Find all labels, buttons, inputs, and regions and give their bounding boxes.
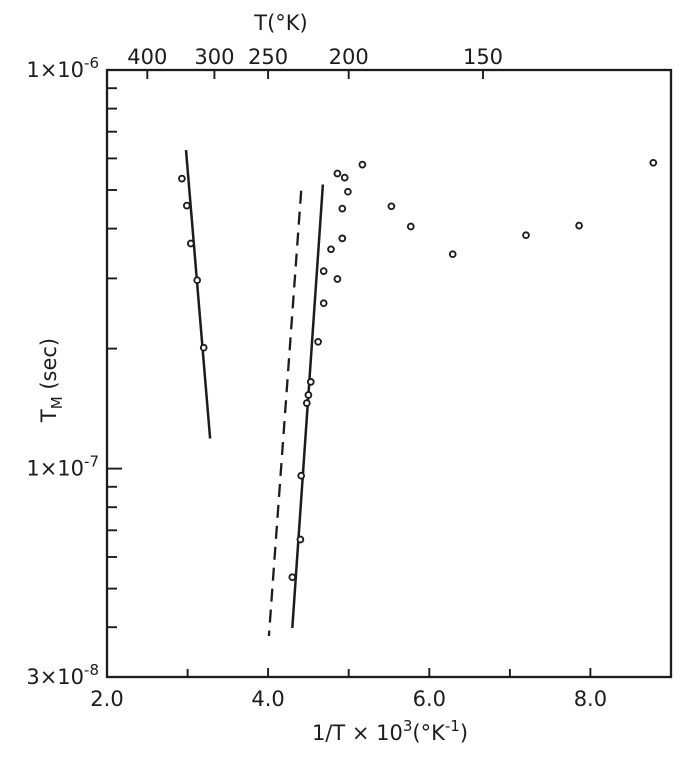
data-point [327,245,335,254]
data-point [296,535,305,544]
top-axis-tick-label: 250 [248,45,288,69]
y-axis-title: TM (sec) [37,338,66,423]
data-point [649,158,658,167]
data-point [193,276,202,285]
data-point [182,201,191,210]
data-point [302,399,311,407]
data-point [448,250,457,259]
data-point [358,160,367,169]
y-tick-mantissa: 1×10 [26,457,84,481]
data-point [306,378,315,386]
data-point [333,275,342,283]
y-tick-exponent: -7 [84,453,99,471]
data-point [297,471,306,480]
top-axis-tick-label: 400 [127,45,167,69]
data-point [314,337,322,346]
top-axis-tick-label: 300 [194,45,234,69]
data-point [344,187,352,196]
data-point [178,174,186,183]
top-axis-title: T(°K) [253,11,307,35]
fit-line-steep [184,149,212,439]
data-point [522,231,530,240]
x-axis-title: 1/T × 103(°K-1) [312,717,468,745]
x-axis-tick-label: 4.0 [251,687,284,711]
x-axis-tick-label: 6.0 [413,687,446,711]
data-point [575,221,583,230]
axis-title-segment: (°K [412,721,446,745]
y-tick-mantissa: 1×10 [26,58,84,82]
y-axis-tick-label: 1×10-6 [26,54,99,82]
data-point [338,204,347,213]
data-point [333,169,342,178]
y-tick-mantissa: 3×10 [26,665,84,689]
x-axis-tick-label: 8.0 [574,687,607,711]
data-point [288,573,297,582]
y-tick-exponent: -8 [84,661,99,679]
axis-title-segment: (sec) [37,338,61,396]
data-point [199,343,208,352]
axis-title-segment: T [37,409,61,423]
data-point [340,173,349,182]
axis-title-segment: -1 [445,717,460,735]
data-point [319,267,328,275]
data-point [387,202,396,211]
data-point [304,391,313,399]
axis-title-segment: 1/T × 10 [312,721,403,745]
guide-line-dashed [267,190,303,637]
axis-title-segment: ) [460,721,468,745]
y-axis-tick-label: 3×10-8 [26,661,99,689]
data-point [319,299,328,308]
y-axis-tick-label: 1×10-7 [26,453,99,481]
axis-title-segment: M [48,396,66,409]
x-axis-tick-label: 2.0 [90,687,123,711]
top-axis-tick-label: 150 [463,45,503,69]
data-point [338,234,347,243]
y-tick-exponent: -6 [84,54,99,72]
top-axis-tick-label: 200 [329,45,369,69]
data-point [406,222,415,231]
axis-title-segment: 3 [403,717,413,735]
plot-frame [105,68,673,679]
data-point [186,239,195,248]
